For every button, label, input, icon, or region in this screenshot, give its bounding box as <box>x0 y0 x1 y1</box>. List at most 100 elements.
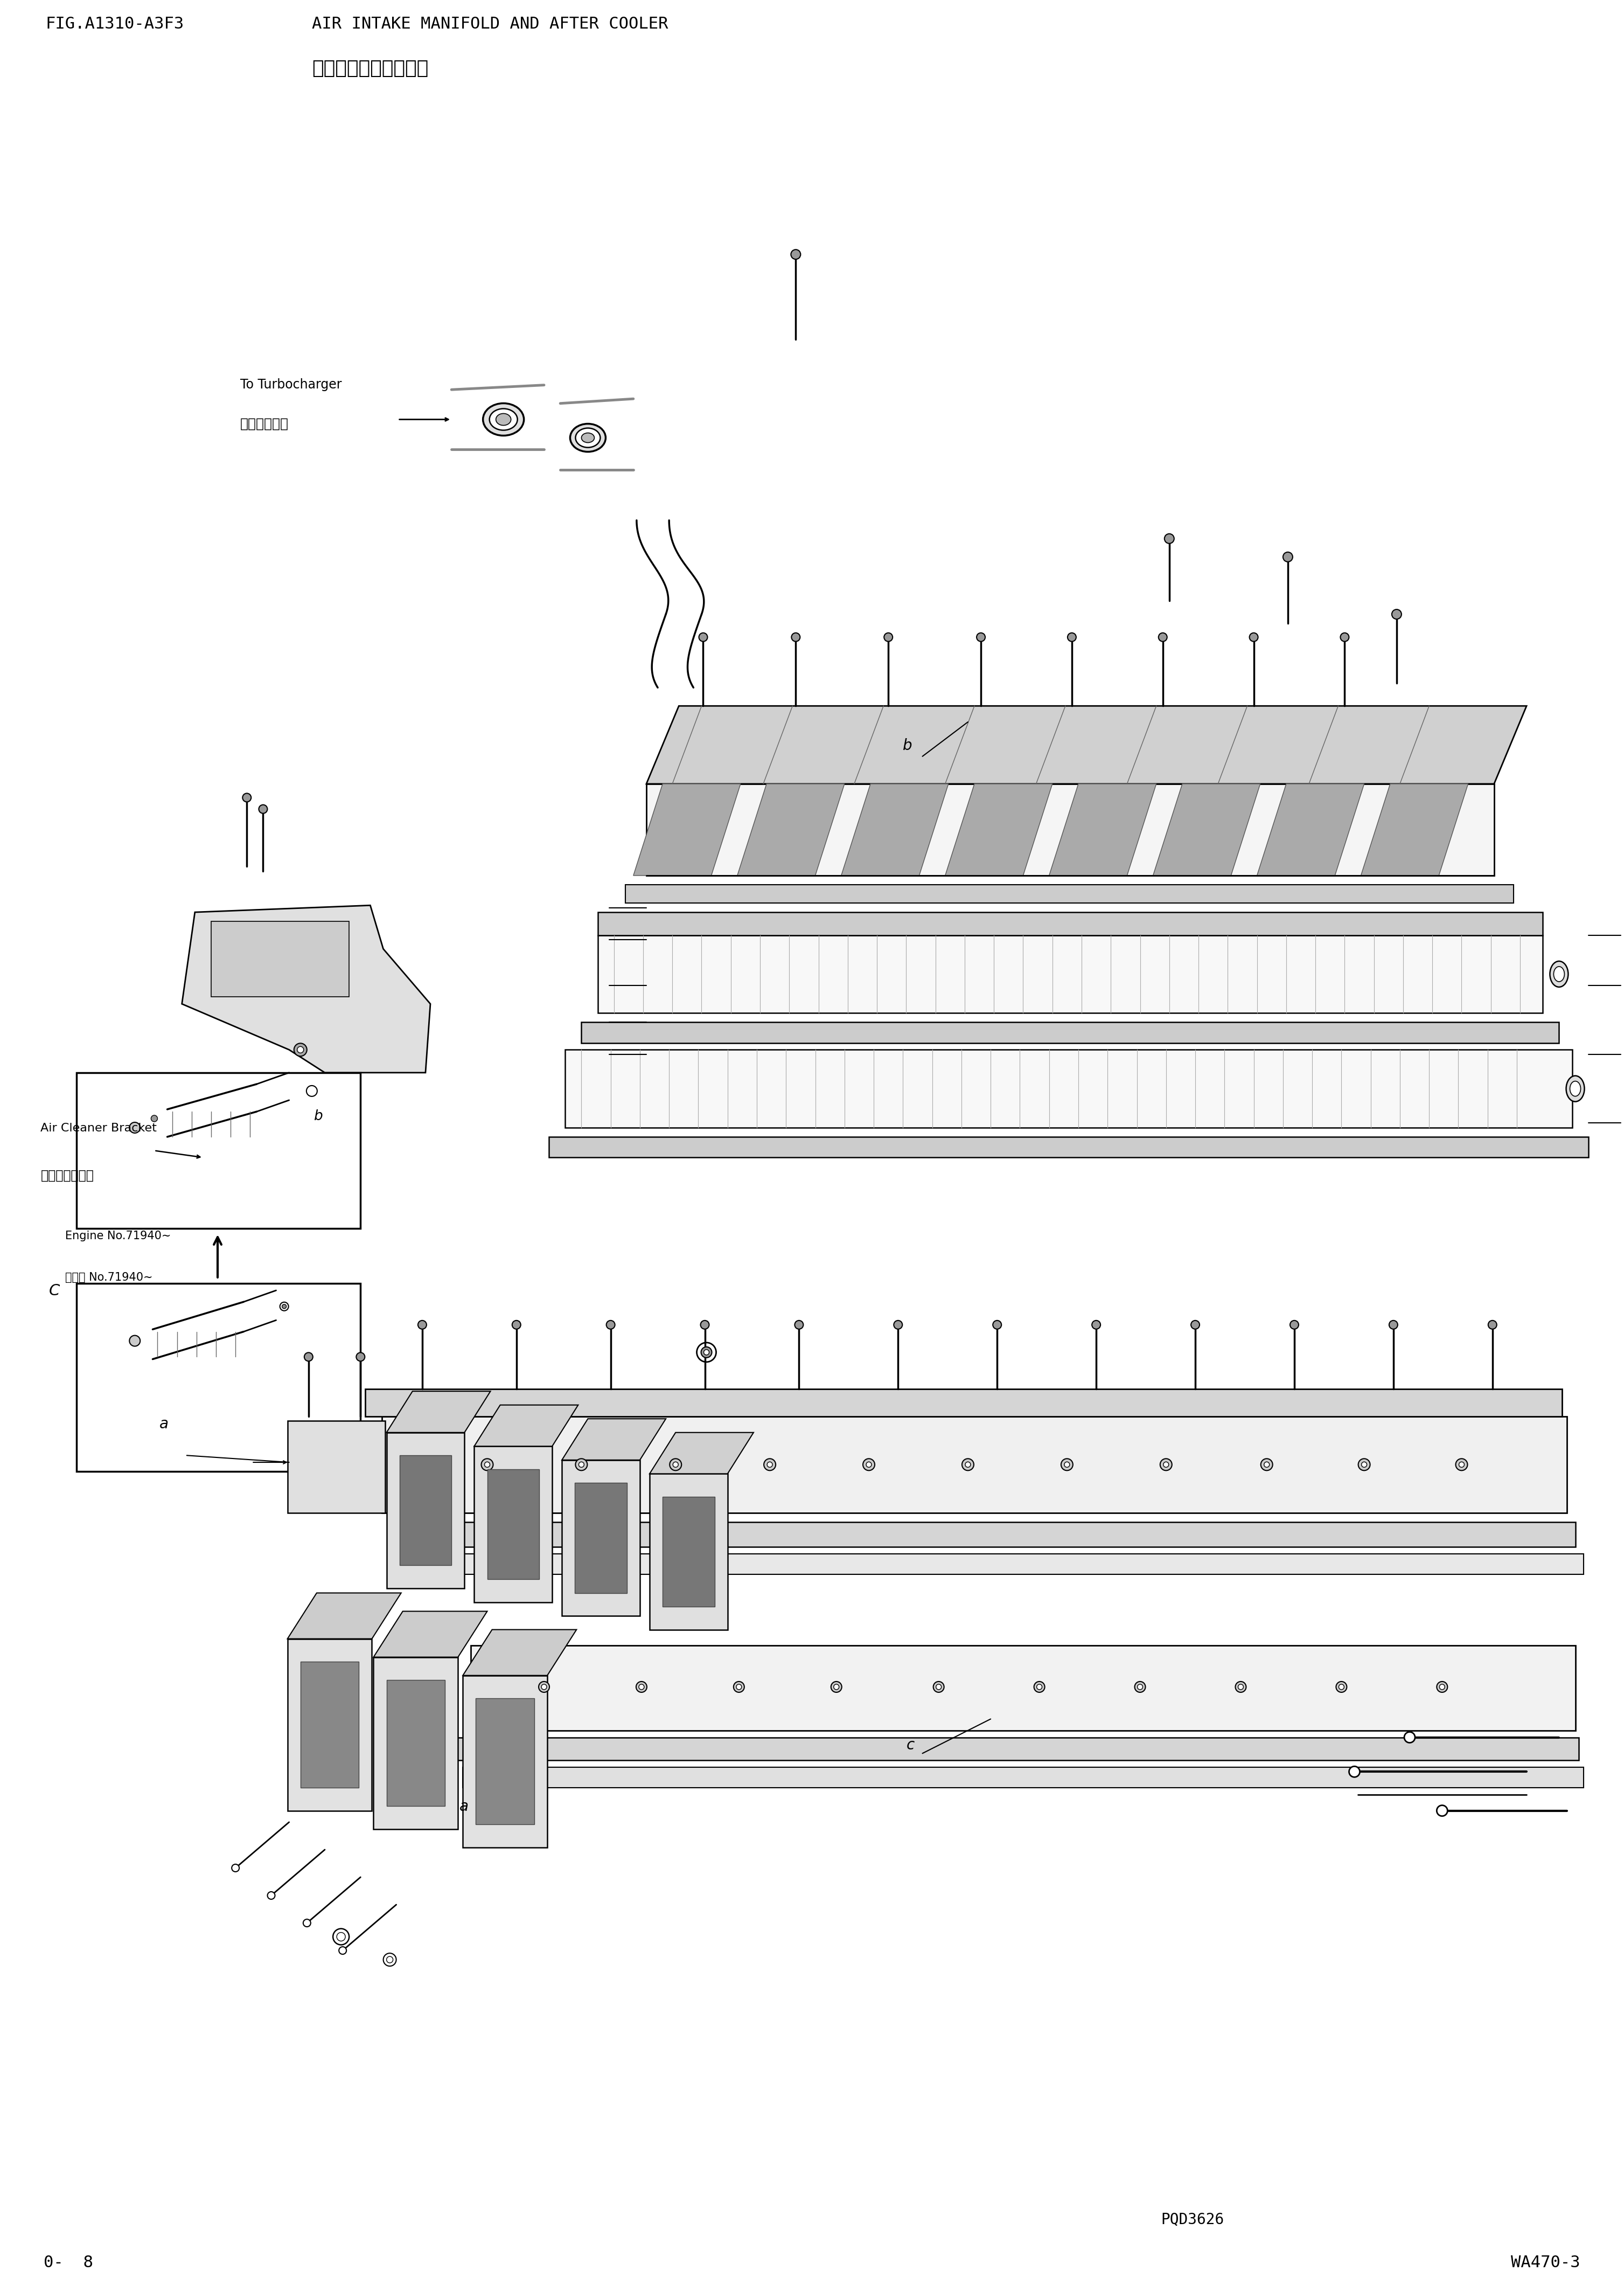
Circle shape <box>484 1462 490 1467</box>
Circle shape <box>151 1116 158 1121</box>
Circle shape <box>831 1682 841 1691</box>
Circle shape <box>794 1320 804 1329</box>
Circle shape <box>1158 633 1168 642</box>
Ellipse shape <box>1554 967 1564 981</box>
Polygon shape <box>365 1389 1562 1416</box>
Polygon shape <box>476 1698 534 1824</box>
Polygon shape <box>463 1630 577 1675</box>
Circle shape <box>703 1350 710 1355</box>
Text: 发动机 No.71940∼: 发动机 No.71940∼ <box>65 1272 153 1284</box>
Polygon shape <box>487 1469 539 1579</box>
Circle shape <box>833 1685 840 1689</box>
Polygon shape <box>387 1680 445 1806</box>
Ellipse shape <box>489 408 518 431</box>
Polygon shape <box>382 1416 1567 1513</box>
Circle shape <box>862 1458 875 1471</box>
Circle shape <box>700 1320 710 1329</box>
Text: Engine No.71940∼: Engine No.71940∼ <box>65 1231 171 1242</box>
Circle shape <box>1350 1767 1359 1776</box>
Circle shape <box>1289 1320 1299 1329</box>
Circle shape <box>893 1320 903 1329</box>
Polygon shape <box>633 784 741 876</box>
Text: 空气进气岐管和中冷器: 空气进气岐管和中冷器 <box>312 60 429 78</box>
Circle shape <box>883 633 893 642</box>
Polygon shape <box>549 1137 1588 1157</box>
Polygon shape <box>387 1433 464 1588</box>
Text: 0-  8: 0- 8 <box>44 2255 93 2271</box>
Text: AIR INTAKE MANIFOLD AND AFTER COOLER: AIR INTAKE MANIFOLD AND AFTER COOLER <box>312 16 667 32</box>
Circle shape <box>934 1682 944 1691</box>
Circle shape <box>1392 610 1402 619</box>
Circle shape <box>268 1891 274 1900</box>
Text: To Turbocharger: To Turbocharger <box>240 378 343 392</box>
Polygon shape <box>841 784 948 876</box>
Polygon shape <box>581 1022 1559 1043</box>
Text: C: C <box>49 1284 60 1300</box>
Text: Air Cleaner Bracket: Air Cleaner Bracket <box>41 1123 158 1135</box>
Circle shape <box>383 1953 396 1967</box>
Polygon shape <box>287 1421 385 1513</box>
Circle shape <box>333 1928 349 1946</box>
Polygon shape <box>287 1639 372 1811</box>
Circle shape <box>736 1685 742 1689</box>
Polygon shape <box>374 1611 487 1657</box>
Circle shape <box>307 1086 317 1096</box>
Ellipse shape <box>1570 1082 1580 1096</box>
Text: b: b <box>313 1109 323 1123</box>
Polygon shape <box>565 1050 1572 1128</box>
Circle shape <box>1260 1458 1273 1471</box>
Circle shape <box>539 1682 549 1691</box>
Circle shape <box>512 1320 521 1329</box>
Polygon shape <box>646 784 1494 876</box>
Polygon shape <box>1153 784 1260 876</box>
Circle shape <box>935 1685 942 1689</box>
Circle shape <box>767 1462 773 1467</box>
Circle shape <box>791 250 801 259</box>
Circle shape <box>702 1348 711 1357</box>
Circle shape <box>1458 1462 1465 1467</box>
Circle shape <box>232 1863 239 1873</box>
Ellipse shape <box>570 424 606 452</box>
Polygon shape <box>646 706 1527 784</box>
Polygon shape <box>737 784 844 876</box>
Circle shape <box>1164 534 1174 543</box>
Circle shape <box>1137 1685 1143 1689</box>
Circle shape <box>481 1458 494 1471</box>
Circle shape <box>669 1458 682 1471</box>
Polygon shape <box>663 1497 715 1607</box>
Circle shape <box>417 1320 427 1329</box>
Circle shape <box>1338 1685 1345 1689</box>
Circle shape <box>638 1685 645 1689</box>
Text: FIG.A1310-A3F3: FIG.A1310-A3F3 <box>45 16 184 32</box>
Circle shape <box>1361 1462 1367 1467</box>
Text: WA470-3: WA470-3 <box>1510 2255 1580 2271</box>
Bar <box>76 1284 361 1471</box>
Circle shape <box>734 1682 744 1691</box>
Polygon shape <box>287 1593 401 1639</box>
Ellipse shape <box>581 433 594 442</box>
Circle shape <box>387 1957 393 1962</box>
Polygon shape <box>562 1460 640 1616</box>
Circle shape <box>242 793 252 802</box>
Circle shape <box>578 1462 585 1467</box>
Text: PQD3626: PQD3626 <box>1161 2212 1224 2228</box>
Circle shape <box>1437 1682 1447 1691</box>
Polygon shape <box>1257 784 1364 876</box>
Circle shape <box>336 1932 346 1941</box>
Circle shape <box>294 1043 307 1057</box>
Circle shape <box>1190 1320 1200 1329</box>
Bar <box>76 1284 361 1471</box>
Circle shape <box>698 633 708 642</box>
Circle shape <box>304 1352 313 1361</box>
Bar <box>76 1073 361 1229</box>
Circle shape <box>697 1343 716 1361</box>
Circle shape <box>1067 633 1077 642</box>
Circle shape <box>1263 1462 1270 1467</box>
Circle shape <box>1064 1462 1070 1467</box>
Circle shape <box>791 633 801 642</box>
Polygon shape <box>406 1522 1575 1547</box>
Circle shape <box>1455 1458 1468 1471</box>
Polygon shape <box>650 1433 754 1474</box>
Circle shape <box>961 1458 974 1471</box>
Circle shape <box>297 1047 304 1052</box>
